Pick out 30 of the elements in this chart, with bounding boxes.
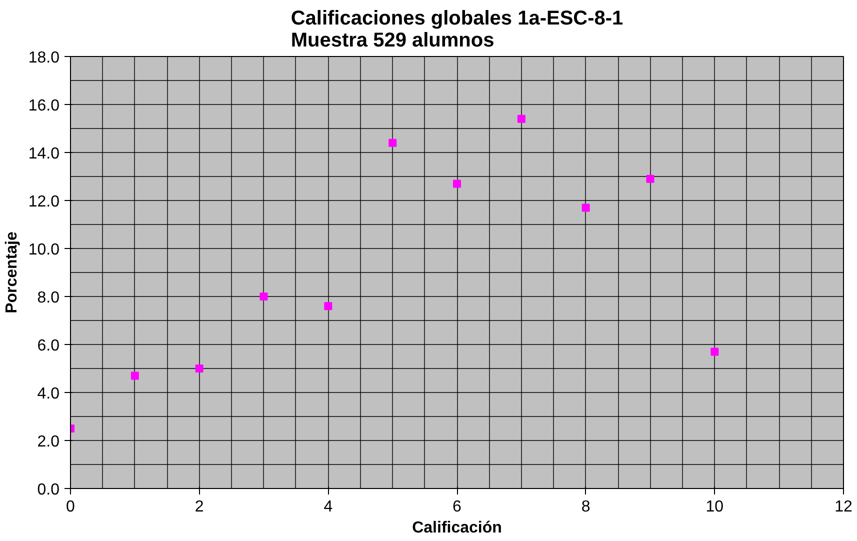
point: [260, 292, 268, 300]
y-tick-label: 18.0: [28, 50, 60, 66]
point: [453, 180, 461, 188]
y-axis-title: Porcentaje: [3, 231, 20, 314]
point: [195, 364, 204, 372]
y-tick-label: 2.0: [37, 434, 60, 450]
point: [517, 114, 526, 123]
point: [710, 348, 719, 356]
y-tick-label: 0.0: [37, 482, 60, 498]
y-tick-label: 6.0: [37, 338, 60, 354]
chart-title: Calificaciones globales 1a-ESC-8-1 Muestra 529 alumnos: [290, 8, 624, 52]
point: [646, 174, 654, 183]
y-tick-label: 12.0: [28, 194, 60, 210]
x-tick-label: 8: [581, 498, 590, 516]
y-tick-label: 10.0: [28, 242, 60, 258]
y-tick-label: 16.0: [28, 98, 60, 114]
x-axis-title: Calificación: [412, 520, 502, 536]
y-tick-label: 4.0: [37, 386, 60, 402]
point: [324, 302, 332, 310]
x-tick-label: 2: [194, 498, 204, 516]
y-tick-label: 8.0: [37, 290, 60, 306]
x-tick-label: 10: [706, 498, 724, 516]
point: [388, 138, 397, 147]
point: [582, 204, 590, 212]
y-tick-label: 14.0: [28, 146, 60, 162]
x-tick-label: 6: [452, 498, 462, 516]
x-tick-label: 4: [324, 498, 333, 516]
x-tick-label: 12: [834, 498, 852, 516]
point: [130, 372, 139, 380]
x-tick-label: 0: [66, 498, 76, 516]
